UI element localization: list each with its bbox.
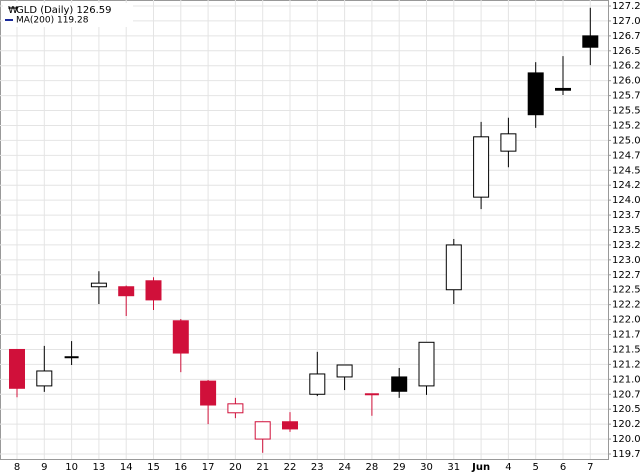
- candles: [9, 7, 599, 453]
- candle-body: [227, 403, 244, 414]
- y-tick-label: 122.25: [612, 300, 640, 311]
- y-tick-label: 119.75: [612, 449, 640, 460]
- x-tick-label: 6: [560, 462, 566, 473]
- y-tick-label: 120.50: [612, 404, 640, 415]
- x-tick-label: 16: [174, 462, 187, 473]
- candle-body: [418, 341, 435, 387]
- x-tick-label: 5: [533, 462, 539, 473]
- y-tick-label: 121.00: [612, 374, 640, 385]
- y-tick-label: 126.75: [612, 31, 640, 42]
- candle-body: [527, 72, 544, 116]
- y-tick-label: 124.75: [612, 150, 640, 161]
- x-tick-label: 9: [41, 462, 47, 473]
- y-tick-label: 123.75: [612, 210, 640, 221]
- y-tick-label: 125.50: [612, 106, 640, 117]
- x-tick-label: 10: [65, 462, 78, 473]
- x-tick-label: 13: [93, 462, 106, 473]
- y-tick-label: 126.25: [612, 61, 640, 72]
- legend-title: GLD (Daily) 126.59: [16, 5, 111, 16]
- candle-body: [391, 376, 408, 392]
- y-tick-label: 121.75: [612, 330, 640, 341]
- x-tick-label: 8: [14, 462, 20, 473]
- y-tick-label: 120.00: [612, 434, 640, 445]
- x-tick-label: 23: [311, 462, 324, 473]
- x-tick-label: 20: [229, 462, 242, 473]
- y-tick-label: 125.75: [612, 91, 640, 102]
- legend-indicator: MA(200) 119.28: [16, 16, 89, 26]
- y-tick-label: 120.25: [612, 419, 640, 430]
- candle-body: [9, 348, 25, 389]
- candle-body: [200, 380, 217, 406]
- x-tick-label: Jun: [471, 462, 490, 473]
- candle-body: [145, 280, 162, 301]
- x-tick-label: 22: [284, 462, 297, 473]
- y-tick-label: 123.50: [612, 225, 640, 236]
- y-tick-label: 127.00: [612, 16, 640, 27]
- y-tick-label: 121.50: [612, 344, 640, 355]
- x-tick-label: 14: [120, 462, 133, 473]
- candle-body: [118, 286, 135, 297]
- x-tick-label: 4: [505, 462, 511, 473]
- candle-body: [309, 373, 326, 395]
- candle-body: [36, 370, 53, 387]
- y-tick-label: 125.25: [612, 120, 640, 131]
- x-tick-label: 17: [202, 462, 215, 473]
- candle-body: [582, 35, 599, 48]
- x-tick-label: 30: [420, 462, 433, 473]
- grid: [0, 0, 608, 459]
- y-tick-label: 120.75: [612, 389, 640, 400]
- y-tick-label: 123.00: [612, 255, 640, 266]
- x-tick-label: 28: [366, 462, 379, 473]
- candle-body: [473, 136, 490, 198]
- candle-body: [555, 87, 571, 91]
- y-tick-label: 124.00: [612, 195, 640, 206]
- y-tick-label: 122.50: [612, 285, 640, 296]
- candle-body: [254, 421, 271, 440]
- candle-body: [336, 364, 353, 378]
- y-tick-label: 124.50: [612, 165, 640, 176]
- y-tick-label: 123.25: [612, 240, 640, 251]
- legend-bg: [3, 3, 133, 27]
- legend-icon: ₩: [8, 5, 18, 16]
- candle-body: [445, 244, 462, 291]
- y-tick-label: 124.25: [612, 180, 640, 191]
- candle-body: [90, 282, 107, 288]
- y-tick-label: 122.75: [612, 270, 640, 281]
- y-tick-label: 126.00: [612, 76, 640, 87]
- x-tick-label: 24: [338, 462, 351, 473]
- y-tick-label: 126.50: [612, 46, 640, 57]
- x-tick-label: 21: [256, 462, 269, 473]
- x-tick-label: 7: [587, 462, 593, 473]
- y-tick-label: 121.25: [612, 359, 640, 370]
- x-tick-label: 29: [393, 462, 406, 473]
- y-tick-label: 127.25: [612, 1, 640, 12]
- y-tick-label: 122.00: [612, 315, 640, 326]
- candle-body: [500, 133, 517, 152]
- x-tick-label: 31: [447, 462, 460, 473]
- y-tick-label: 125.00: [612, 135, 640, 146]
- candle-body: [282, 421, 298, 430]
- candle-body: [172, 320, 189, 354]
- x-tick-label: 15: [147, 462, 160, 473]
